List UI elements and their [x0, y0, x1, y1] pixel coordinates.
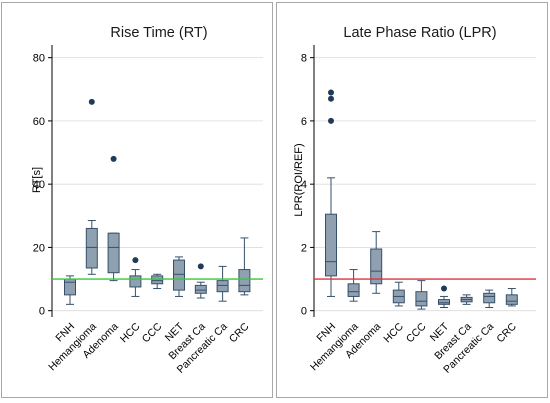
outlier-point: [110, 155, 117, 162]
chart-title: Late Phase Ratio (LPR): [343, 25, 496, 41]
box-plot: [151, 273, 164, 290]
box-plots: [64, 98, 251, 305]
outlier-point: [328, 117, 334, 124]
y-tick-label: 80: [33, 53, 45, 65]
y-axis: 0 2 4 6 8: [301, 45, 315, 318]
outlier-point: [441, 285, 447, 292]
outlier-point: [197, 263, 204, 270]
box: [505, 294, 518, 305]
box-plot: [347, 269, 360, 302]
y-tick-label: 6: [301, 116, 307, 128]
outlier-point: [88, 98, 95, 105]
box-plot: [85, 98, 98, 275]
box: [325, 213, 337, 277]
box-plot: [370, 231, 383, 294]
box-plot: [173, 256, 185, 297]
box-plot: [460, 294, 473, 305]
box-plot: [392, 281, 405, 307]
box-plot: [238, 237, 251, 296]
panel-frame: [1, 2, 273, 398]
box: [85, 227, 98, 269]
grid-lines: [314, 57, 536, 312]
box-plot: [194, 263, 207, 299]
y-axis: 0 20 40 60 80: [33, 45, 53, 318]
box-plot: [483, 289, 496, 309]
box: [151, 275, 164, 285]
panel-frame: [276, 2, 548, 398]
box: [483, 292, 496, 304]
y-tick-label: 0: [301, 306, 307, 318]
y-tick-label: 2: [301, 242, 307, 254]
box: [129, 275, 142, 288]
chart-panel-late-phase-ratio: Late Phase Ratio (LPR) 0 2 4 6 8 LPR(ROI/REF…: [276, 2, 548, 398]
y-tick-label: 20: [33, 242, 45, 254]
box-plot: [415, 280, 428, 310]
box: [415, 291, 428, 307]
box-plot: [107, 155, 120, 282]
y-tick-label: 0: [39, 306, 45, 318]
box-plot: [216, 265, 229, 302]
outlier-point: [328, 89, 334, 96]
y-axis-label: RT[s]: [31, 167, 43, 193]
box: [64, 278, 76, 296]
box: [370, 248, 383, 285]
y-tick-label: 40: [33, 179, 45, 191]
outlier-point: [328, 95, 334, 102]
box-plot: [325, 89, 337, 297]
box: [438, 299, 450, 305]
box-plot: [438, 285, 450, 309]
y-tick-label: 4: [301, 179, 307, 191]
box-plots: [325, 89, 518, 310]
box-plot: [505, 288, 518, 307]
box: [173, 259, 185, 291]
box: [216, 280, 229, 293]
box: [347, 283, 360, 297]
y-axis-label: LPR(ROI/REF): [293, 143, 305, 216]
outlier-point: [132, 257, 139, 264]
chart-title: Rise Time (RT): [110, 25, 207, 41]
box: [107, 232, 120, 274]
y-tick-label: 60: [33, 116, 45, 128]
y-tick-label: 8: [301, 53, 307, 65]
box: [194, 284, 207, 294]
box: [238, 269, 251, 293]
